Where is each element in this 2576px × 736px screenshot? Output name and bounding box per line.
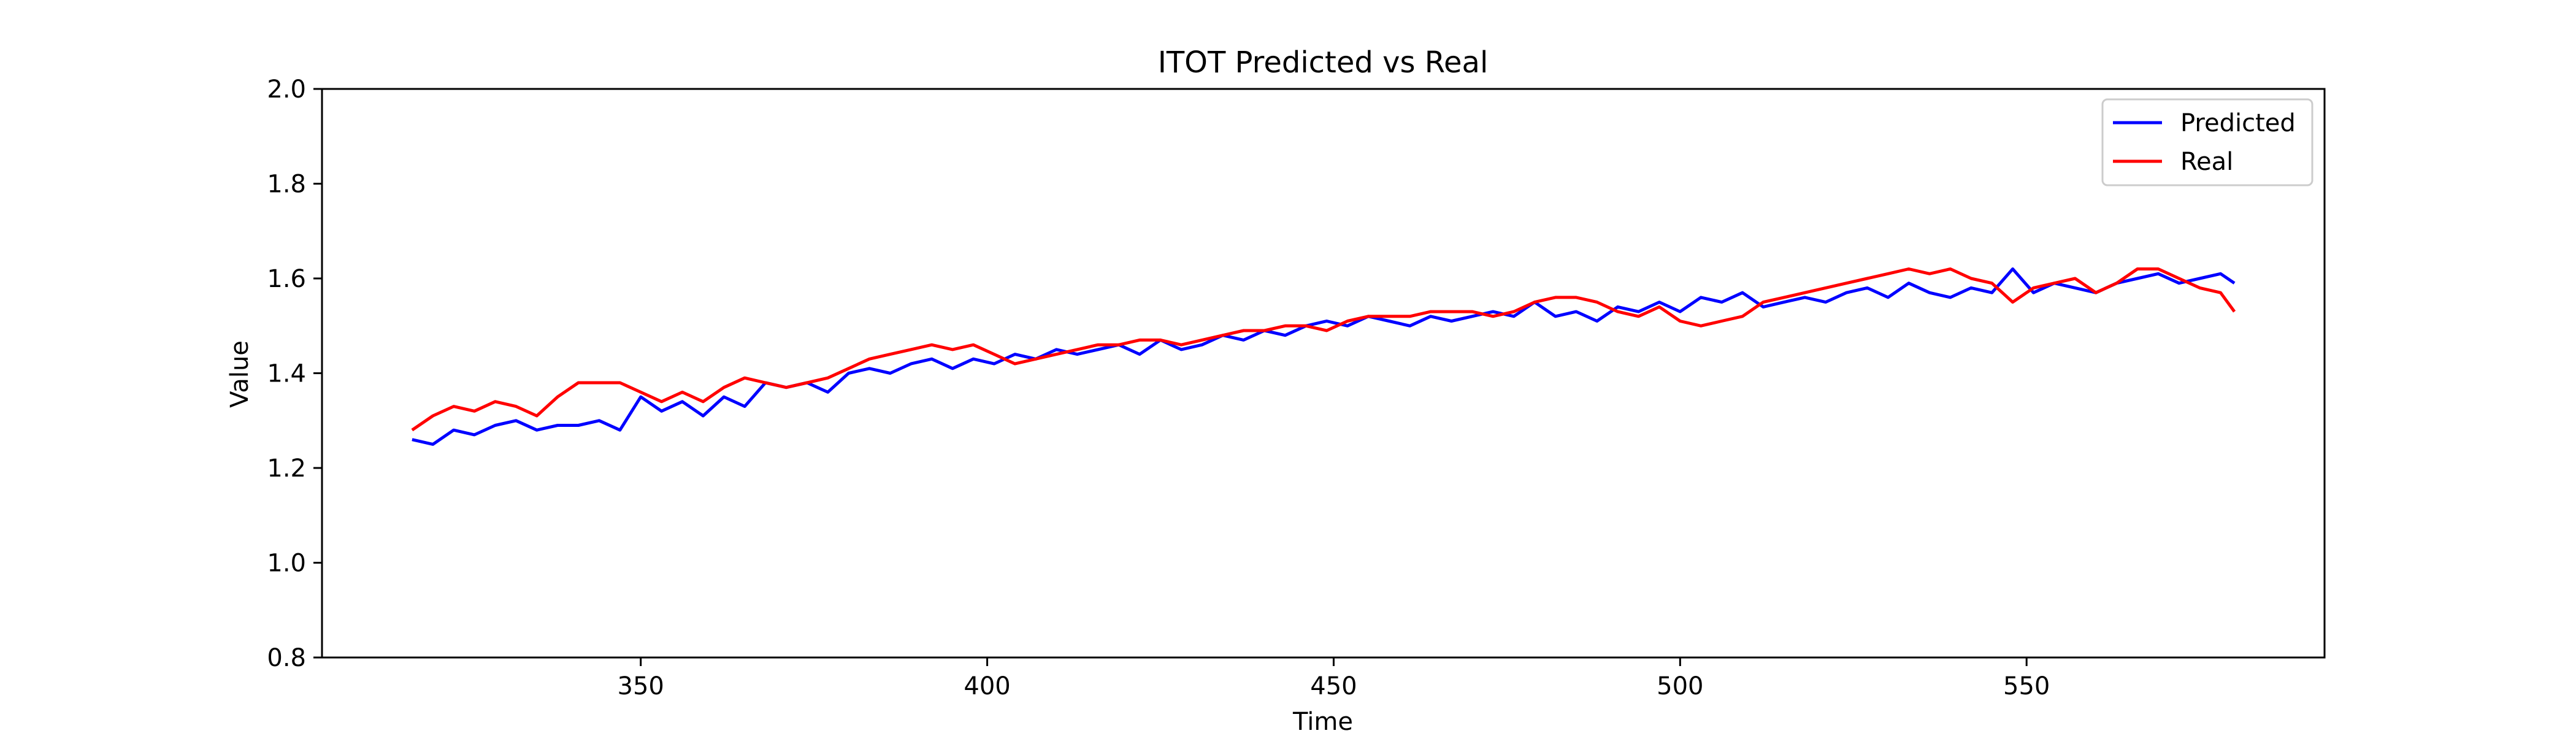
legend-label-real: Real bbox=[2180, 148, 2233, 176]
x-tick-label: 550 bbox=[2003, 672, 2050, 700]
y-tick-label: 1.2 bbox=[267, 454, 306, 483]
x-tick-label: 350 bbox=[618, 672, 664, 700]
y-axis-label: Value bbox=[226, 340, 254, 408]
series-line-predicted bbox=[412, 267, 2236, 446]
chart-title: ITOT Predicted vs Real bbox=[1158, 45, 1489, 80]
y-tick-label: 1.8 bbox=[267, 171, 306, 199]
plot-lines bbox=[411, 267, 2236, 446]
x-tick-label: 500 bbox=[1657, 672, 1703, 700]
legend: Predicted Real bbox=[2101, 98, 2313, 186]
y-tick-label: 0.8 bbox=[267, 644, 306, 672]
y-tick-label: 1.0 bbox=[267, 550, 306, 578]
series-line-real bbox=[411, 267, 2236, 432]
x-tick-label: 450 bbox=[1310, 672, 1357, 700]
y-tick-label: 1.6 bbox=[267, 265, 306, 293]
x-axis: 350 400 450 500 550 bbox=[618, 657, 2050, 700]
y-axis: 0.8 1.0 1.2 1.4 1.6 1.8 2.0 bbox=[267, 75, 322, 672]
x-axis-label: Time bbox=[1292, 708, 1353, 736]
legend-box bbox=[2101, 98, 2313, 186]
y-tick-label: 2.0 bbox=[267, 75, 306, 104]
y-tick-label: 1.4 bbox=[267, 360, 306, 388]
x-tick-label: 400 bbox=[964, 672, 1010, 700]
legend-label-predicted: Predicted bbox=[2180, 109, 2296, 137]
